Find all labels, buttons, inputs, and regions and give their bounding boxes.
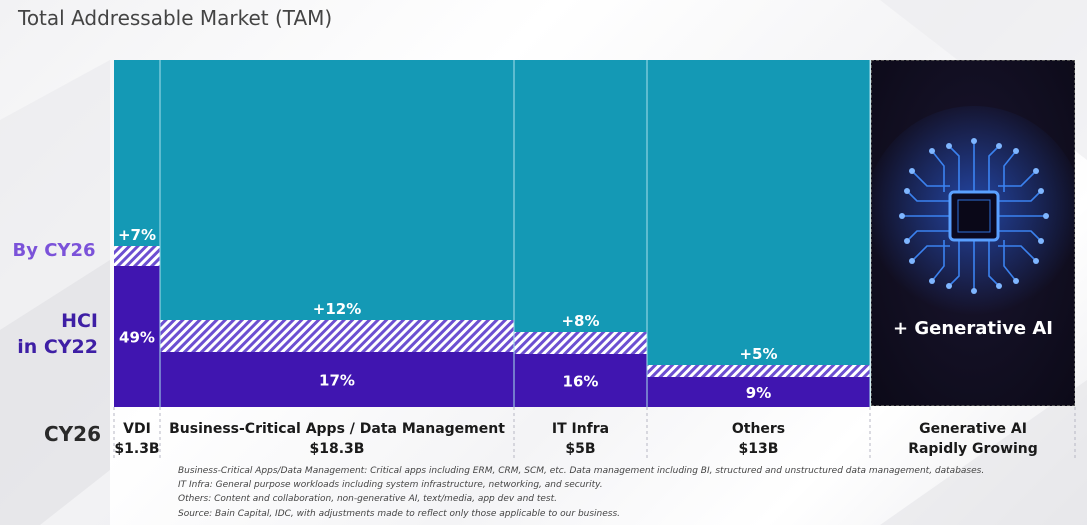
footnote-it-infra: IT Infra: General purpose workloads incl… [178, 480, 603, 491]
category-name: IT Infra [551, 421, 610, 437]
by-cy26-label: By CY26 [12, 240, 96, 261]
footnotes: Business-Critical Apps/Data Management: … [178, 464, 984, 521]
hci-bar-0 [114, 266, 160, 407]
growth-bar-0 [114, 246, 160, 266]
category-name: Business-Critical Apps / Data Management [169, 421, 505, 437]
generative-ai-panel-label: + Generative AI [893, 318, 1053, 339]
ai-chip-icon [872, 106, 1074, 326]
column-separators [113, 60, 1076, 458]
category-tam: $18.3B [309, 441, 365, 457]
axis-label-cy26: CY26 [44, 422, 101, 446]
category-label-vdi: VDI $1.3B [114, 419, 160, 459]
category-label-generative-ai: Generative AI Rapidly Growing [871, 419, 1075, 459]
growth-bar-3 [647, 365, 870, 377]
hci-bar-3 [647, 377, 870, 407]
hci-value-label: 17% [319, 372, 355, 390]
hci-bar-1 [160, 352, 514, 407]
hci-label: HCI in CY22 [17, 308, 98, 360]
category-tam: $13B [738, 441, 779, 457]
footnote-others: Others: Content and collaboration, non-g… [178, 494, 557, 505]
category-label-others: Others $13B [647, 419, 870, 459]
growth-bar-1 [160, 320, 514, 352]
page-title: Total Addressable Market (TAM) [18, 6, 333, 30]
chart-bars: 49% +7% 17% +12% 16% +8% 9% +5% [114, 60, 870, 407]
growth-value-label: +5% [739, 345, 777, 363]
hci-label-line2: in CY22 [17, 336, 98, 358]
growth-bar-2 [514, 332, 647, 354]
category-subtitle: Rapidly Growing [908, 441, 1038, 457]
category-name: Generative AI [919, 421, 1027, 437]
category-label-business-critical: Business-Critical Apps / Data Management… [160, 419, 514, 459]
growth-value-label: +7% [118, 226, 156, 244]
tam-bar-3 [647, 60, 870, 407]
category-name: VDI [123, 421, 151, 437]
growth-value-label: +8% [561, 312, 599, 330]
hci-value-label: 9% [746, 384, 771, 402]
category-tam: $5B [565, 441, 596, 457]
hci-value-label: 49% [119, 329, 155, 347]
category-name: Others [731, 421, 786, 437]
hci-value-label: 16% [563, 373, 599, 391]
footnote-business-critical: Business-Critical Apps/Data Management: … [178, 466, 985, 476]
category-tam: $1.3B [114, 441, 160, 457]
generative-ai-panel [871, 60, 1075, 406]
footnote-source: Source: Bain Capital, IDC, with adjustme… [178, 508, 621, 519]
growth-value-label: +12% [313, 300, 361, 318]
hci-bar-2 [514, 354, 647, 407]
category-label-it-infra: IT Infra $5B [514, 419, 647, 459]
hci-label-line1: HCI [61, 310, 98, 332]
